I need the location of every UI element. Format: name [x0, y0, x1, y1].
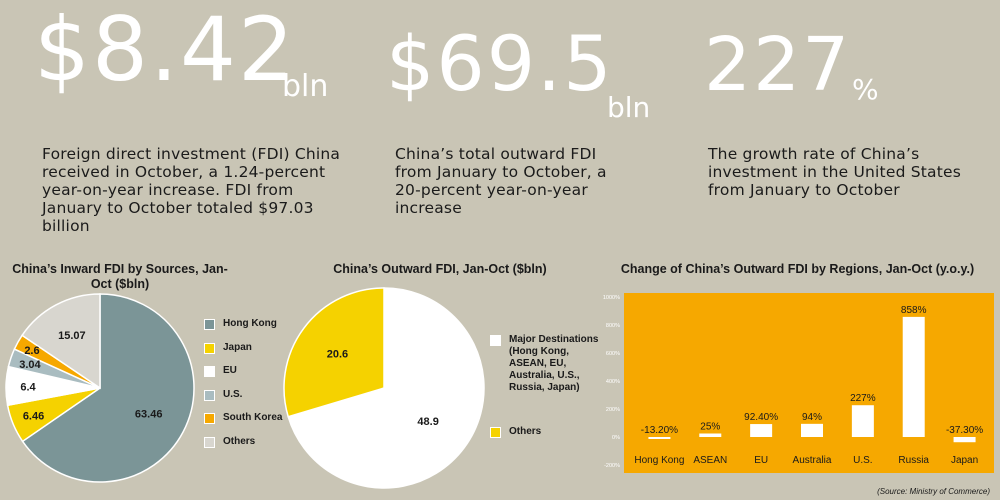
legend-item-others: Others	[490, 426, 541, 438]
bar-value-label: -13.20%	[641, 425, 678, 436]
y-tick-label: 0%	[612, 435, 620, 441]
legend-swatch	[204, 342, 215, 354]
pie-slice-hong-kong	[21, 293, 195, 483]
x-tick-label: Hong Kong	[634, 455, 684, 466]
legend-swatch	[490, 335, 501, 346]
pie-label-u-s: 3.04	[19, 359, 41, 371]
stat-unit: %	[852, 73, 879, 106]
pie-label-hong-kong: 63.46	[135, 409, 163, 421]
stat-value: 227	[704, 22, 852, 108]
legend-swatch	[490, 427, 501, 438]
stat-unit: bln	[607, 91, 651, 124]
legend-swatch	[204, 413, 215, 424]
pie-label-japan: 6.46	[23, 411, 44, 423]
legend-swatch	[204, 389, 215, 401]
bar-value-label: 92.40%	[744, 412, 778, 423]
x-tick-label: U.S.	[853, 455, 872, 466]
stat-description: Foreign direct investment (FDI) China re…	[42, 145, 341, 235]
stat-value: $69.5	[386, 19, 614, 108]
legend-label: Others	[509, 426, 542, 437]
bar-value-label: 858%	[901, 305, 927, 316]
pie-slice-others	[21, 293, 101, 390]
inward-fdi-pie-chart: 63.46 6.46 6.4 3.04 2.6 15.07	[5, 293, 195, 483]
legend-swatch	[204, 319, 215, 330]
y-tick-label: 600%	[606, 351, 620, 357]
legend-item-u-s: U.S.	[204, 389, 242, 401]
pie-label-others: 20.6	[327, 348, 348, 360]
bar-value-label: 25%	[700, 422, 720, 433]
y-tick-label: 200%	[606, 407, 620, 413]
legend-item-hong-kong: Hong Kong	[204, 318, 277, 330]
pie-label-eu: 6.4	[20, 381, 36, 393]
outward-fdi-legend: Major Destinations (Hong Kong, ASEAN, EU, A…	[490, 334, 605, 444]
stat-description: The growth rate of China’s investment in…	[708, 145, 962, 199]
stat-unit: bln	[282, 69, 329, 104]
bar-value-label: -37.30%	[946, 425, 983, 436]
legend-label: U.S.	[223, 388, 243, 400]
legend-label: Hong Kong	[223, 318, 277, 329]
legend-item-eu: EU	[204, 365, 237, 377]
outward-fdi-pie-chart: 48.9 20.6	[283, 287, 485, 489]
x-tick-label: EU	[754, 455, 768, 466]
bar-asean	[699, 433, 722, 437]
chart-title: Change of China’s Outward FDI by Regions…	[620, 262, 975, 276]
legend-label: Major Destinations (Hong Kong, ASEAN, EU, A…	[509, 334, 599, 393]
bar-hong-kong	[648, 437, 671, 439]
bar-australia	[801, 423, 823, 437]
source-note: (Source: Ministry of Commerce)	[877, 487, 990, 496]
y-tick-label: 1000%	[603, 295, 620, 301]
bar-eu	[750, 424, 773, 437]
bar-value-label: 94%	[802, 412, 822, 423]
y-tick-label: -200%	[604, 463, 620, 469]
legend-label: Japan	[223, 341, 252, 353]
legend-item-major-destinations: Major Destinations (Hong Kong, ASEAN, EU, A…	[490, 334, 598, 394]
bar-japan	[953, 437, 976, 443]
x-tick-label: Russia	[898, 455, 929, 466]
legend-item-south-korea: South Korea	[204, 412, 282, 424]
bar-russia	[902, 316, 925, 437]
legend-label: South Korea	[223, 412, 283, 423]
chart-title: China’s Inward FDI by Sources, Jan-Oct (…	[12, 262, 228, 291]
legend-swatch	[204, 436, 215, 448]
y-tick-label: 400%	[606, 379, 620, 385]
legend-label: Others	[223, 435, 256, 447]
legend-item-others: Others	[204, 436, 255, 448]
inward-fdi-legend: Hong Kong Japan EU U.S. South Korea Others	[204, 318, 294, 458]
stat-description: China’s total outward FDI from January t…	[395, 145, 607, 217]
pie-slice-major-destinations	[287, 287, 485, 489]
x-tick-label: ASEAN	[693, 455, 727, 466]
x-tick-label: Japan	[951, 455, 978, 466]
chart-title: China’s Outward FDI, Jan-Oct ($bln)	[333, 262, 547, 276]
legend-swatch	[204, 366, 215, 377]
bar-value-label: 227%	[850, 393, 876, 404]
stat-value: $8.42	[34, 0, 296, 101]
legend-item-japan: Japan	[204, 342, 252, 354]
bar-chart-panel	[624, 293, 994, 473]
bar-u-s	[851, 405, 874, 437]
pie-label-major-destinations: 48.9	[417, 416, 438, 428]
pie-slice-others	[283, 287, 385, 418]
y-tick-label: 800%	[606, 323, 620, 329]
x-tick-label: Australia	[793, 455, 832, 466]
pie-label-south-korea: 2.6	[24, 345, 39, 357]
pie-label-others: 15.07	[58, 330, 86, 342]
legend-label: EU	[223, 365, 237, 376]
outward-fdi-change-bar-chart: -200% 0% 200% 400% 600% 800% 1000% -13.20% Hong …	[603, 293, 994, 473]
